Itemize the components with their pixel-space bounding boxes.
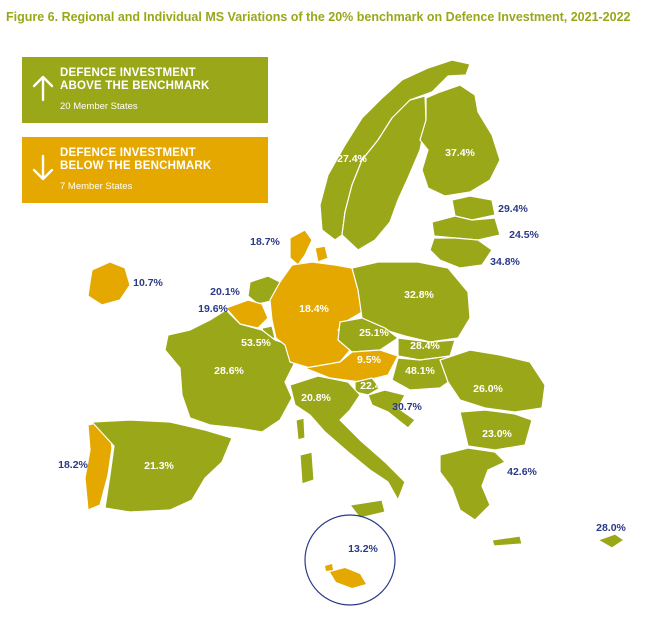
- label-romania: 26.0%: [473, 383, 503, 395]
- label-france: 28.6%: [214, 365, 244, 377]
- label-belgium: 19.6%: [198, 303, 228, 315]
- label-portugal: 18.2%: [58, 459, 88, 471]
- label-bulgaria: 23.0%: [482, 428, 512, 440]
- region-malta: [325, 564, 366, 588]
- label-spain: 21.3%: [144, 460, 174, 472]
- label-germany: 18.4%: [299, 303, 329, 315]
- label-italy: 20.8%: [301, 392, 331, 404]
- label-luxembourg: 53.5%: [241, 337, 271, 349]
- europe-map: 27.4% 37.4% 29.4% 24.5% 34.8% 18.7% 10.7…: [0, 0, 665, 629]
- label-sweden: 27.4%: [337, 153, 367, 165]
- label-finland: 37.4%: [445, 147, 475, 159]
- label-latvia: 24.5%: [509, 229, 539, 241]
- label-hungary: 48.1%: [405, 365, 435, 377]
- label-estonia: 29.4%: [498, 203, 528, 215]
- malta-inset-circle: [305, 515, 395, 605]
- label-denmark: 18.7%: [250, 236, 280, 248]
- label-malta: 13.2%: [348, 543, 378, 555]
- region-greece: [440, 448, 522, 546]
- region-sardinia: [300, 452, 314, 484]
- region-cyprus: [598, 534, 624, 548]
- label-czechia: 25.1%: [359, 327, 389, 339]
- region-romania: [440, 350, 545, 412]
- label-poland: 32.8%: [404, 289, 434, 301]
- label-ireland: 10.7%: [133, 277, 163, 289]
- label-lithuania: 34.8%: [490, 256, 520, 268]
- region-denmark: [290, 230, 328, 265]
- label-croatia: 30.7%: [392, 401, 422, 413]
- region-lithuania: [430, 238, 492, 268]
- region-corsica: [296, 418, 305, 440]
- label-cyprus: 28.0%: [596, 522, 626, 534]
- region-ireland: [88, 262, 130, 305]
- label-slovenia: 22.4%: [360, 380, 390, 392]
- label-netherlands: 20.1%: [210, 286, 240, 298]
- region-latvia: [432, 216, 500, 240]
- region-finland: [420, 85, 500, 196]
- label-austria: 9.5%: [357, 354, 382, 366]
- region-uk: [140, 230, 175, 312]
- label-slovakia: 28.4%: [410, 340, 440, 352]
- label-greece: 42.6%: [507, 466, 537, 478]
